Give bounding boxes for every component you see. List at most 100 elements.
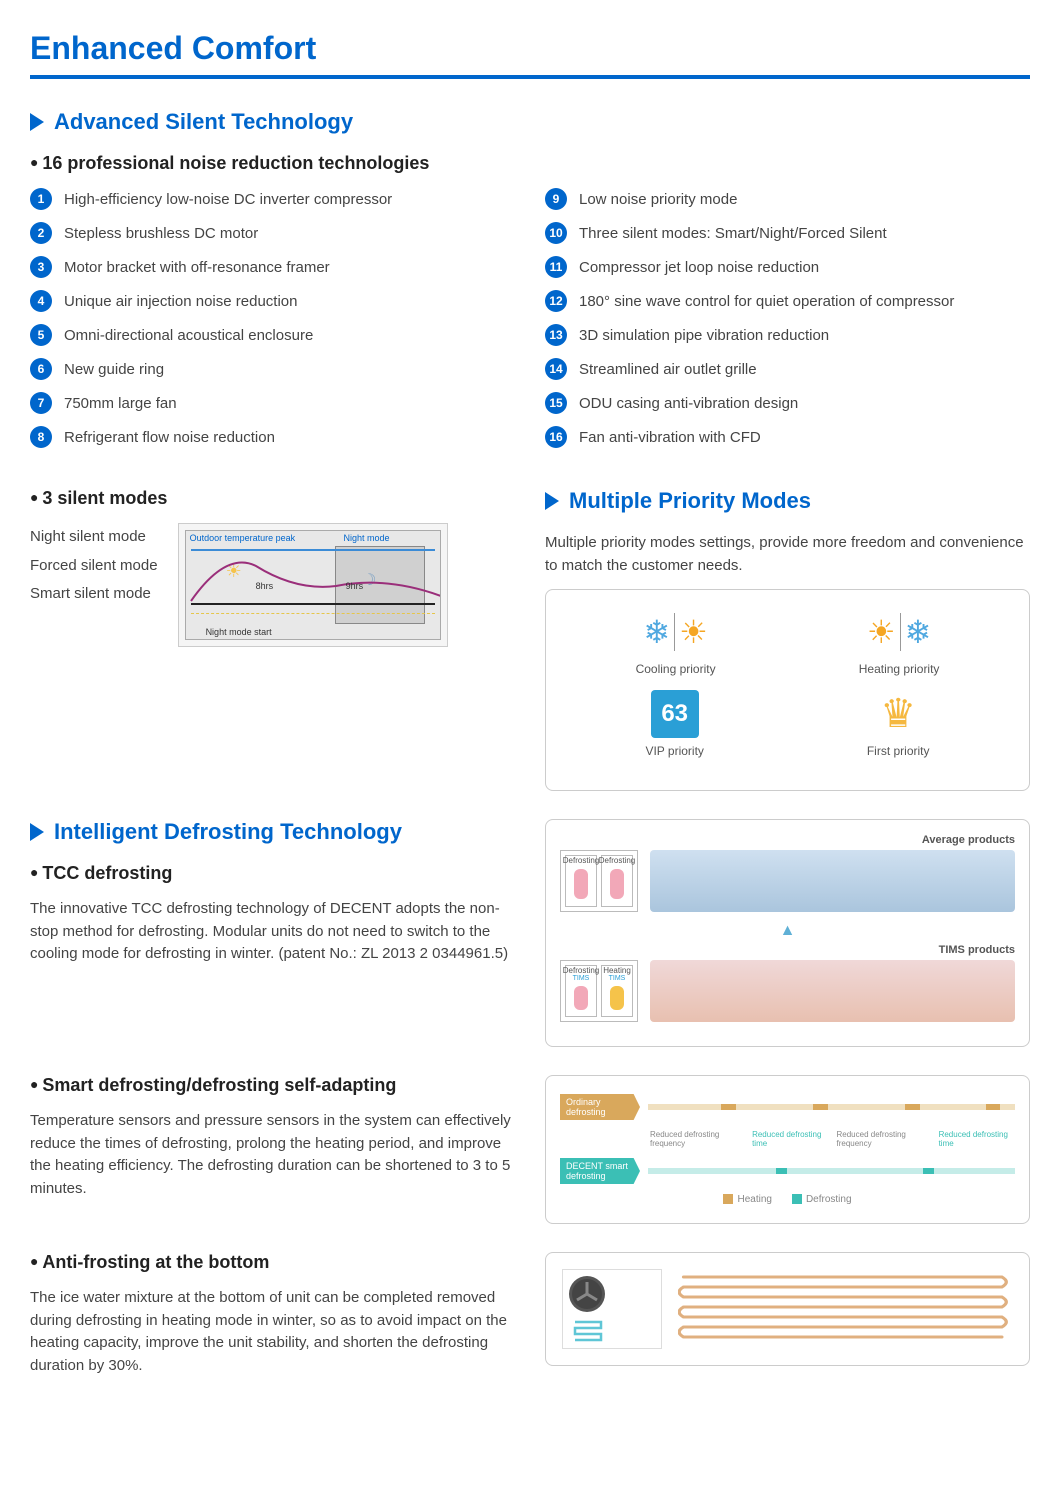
diagram-label-avg: Average products	[560, 834, 1015, 846]
tech-item: 7750mm large fan	[30, 392, 515, 414]
num-badge: 8	[30, 426, 52, 448]
smart-block: Smart defrosting/defrosting self-adaptin…	[30, 1075, 515, 1224]
tech-item: 6New guide ring	[30, 358, 515, 380]
tech-item: 133D simulation pipe vibration reduction	[545, 324, 1030, 346]
num-badge: 12	[545, 290, 567, 312]
unit-label: Defrosting	[563, 856, 599, 865]
tech-label: ODU casing anti-vibration design	[579, 395, 798, 412]
tech-label: Motor bracket with off-resonance framer	[64, 259, 330, 276]
unit-sublabel: TIMS	[573, 975, 590, 982]
triangle-icon	[30, 113, 44, 131]
diagram-label-tims: TIMS products	[560, 944, 1015, 956]
tech-item: 16Fan anti-vibration with CFD	[545, 426, 1030, 448]
priority-box: ❄☀ Cooling priority ☀❄ Heating priority …	[545, 589, 1030, 791]
silent-modes-block: 3 silent modes Night silent mode Forced …	[30, 488, 515, 791]
tech-list-left: 1High-efficiency low-noise DC inverter c…	[30, 188, 515, 460]
snowflake-icon: ❄	[643, 613, 670, 651]
unit-label: Defrosting	[563, 966, 599, 975]
section-defrost-title: Intelligent Defrosting Technology	[54, 819, 402, 845]
num-badge: 5	[30, 324, 52, 346]
tech-item: 12 180° sine wave control for quiet opera…	[545, 290, 1030, 312]
num-badge: 15	[545, 392, 567, 414]
unit-sublabel: TIMS	[609, 975, 626, 982]
legend-defrosting: Defrosting	[806, 1194, 852, 1205]
timeline-sublabel: Reduced defrosting frequency	[837, 1130, 931, 1148]
tech-item: 15 ODU casing anti-vibration design	[545, 392, 1030, 414]
anti-block: Anti-frosting at the bottom The ice wate…	[30, 1252, 515, 1377]
tech-label: Unique air injection noise reduction	[64, 293, 297, 310]
heat-coil	[678, 1269, 1013, 1349]
tech-label: 3D simulation pipe vibration reduction	[579, 327, 829, 344]
section-priority-title: Multiple Priority Modes	[569, 488, 811, 514]
tims-units: DefrostingTIMS HeatingTIMS	[560, 960, 638, 1022]
tech-label: 180° sine wave control for quiet operati…	[579, 293, 954, 310]
num-badge: 4	[30, 290, 52, 312]
chart-temp-curve	[186, 531, 440, 639]
smart-header: Smart defrosting/defrosting self-adaptin…	[30, 1075, 515, 1096]
timeline-smart-bar	[648, 1168, 1015, 1174]
crown-icon: ♛	[880, 691, 916, 737]
tech-label: Low noise priority mode	[579, 191, 737, 208]
tech-columns: 1High-efficiency low-noise DC inverter c…	[30, 188, 1030, 460]
num-badge: 3	[30, 256, 52, 278]
priority-label: VIP priority	[645, 744, 703, 758]
priority-desc: Multiple priority modes settings, provid…	[545, 532, 1030, 577]
tech-label: Fan anti-vibration with CFD	[579, 429, 761, 446]
unit-label: Heating	[603, 966, 631, 975]
priority-first: ♛ First priority	[867, 690, 930, 758]
triangle-icon	[30, 823, 44, 841]
num-badge: 9	[545, 188, 567, 210]
silent-chart: Outdoor temperature peak Night mode ☽ ☀ …	[178, 523, 448, 647]
timeline-ordinary-bar	[648, 1104, 1015, 1110]
silent-mode-item: Forced silent mode	[30, 552, 158, 581]
tech-list-right: 9Low noise priority mode 10Three silent …	[545, 188, 1030, 460]
tims-photo	[650, 960, 1015, 1022]
timeline-smart-label: DECENT smart defrosting	[560, 1158, 640, 1184]
tech-label: Three silent modes: Smart/Night/Forced S…	[579, 225, 887, 242]
timeline-ordinary-label: Ordinary defrosting	[560, 1094, 640, 1120]
priority-cooling: ❄☀ Cooling priority	[636, 608, 716, 676]
smart-diagram: Ordinary defrosting Reduced defrosting f…	[545, 1075, 1030, 1224]
timeline-sublabel: Reduced defrosting frequency	[650, 1130, 744, 1148]
tech-item: 2Stepless brushless DC motor	[30, 222, 515, 244]
tech-item: 11Compressor jet loop noise reduction	[545, 256, 1030, 278]
chart-label-9hrs: 9hrs	[346, 581, 364, 591]
tech-item: 9 Low noise priority mode	[545, 188, 1030, 210]
priority-label: First priority	[867, 744, 930, 758]
tech-item: 8 Refrigerant flow noise reduction	[30, 426, 515, 448]
tech-label: Streamlined air outlet grille	[579, 361, 757, 378]
chart-label-night-start: Night mode start	[206, 627, 272, 637]
tech-item: 4 Unique air injection noise reduction	[30, 290, 515, 312]
priority-label: Cooling priority	[636, 662, 716, 676]
unit-label: Defrosting	[599, 856, 635, 865]
silent-mode-item: Night silent mode	[30, 523, 158, 552]
silent-modes-list: Night silent mode Forced silent mode Sma…	[30, 523, 158, 647]
timeline-sublabel: Reduced defrosting time	[939, 1130, 1015, 1148]
tcc-block: Intelligent Defrosting Technology TCC de…	[30, 819, 515, 1047]
num-badge: 6	[30, 358, 52, 380]
silent-mode-item: Smart silent mode	[30, 580, 158, 609]
avg-photo	[650, 850, 1015, 912]
page-title: Enhanced Comfort	[30, 30, 1030, 67]
priority-heating: ☀❄ Heating priority	[859, 608, 940, 676]
anti-header: Anti-frosting at the bottom	[30, 1252, 515, 1273]
vip-icon: 63	[651, 690, 699, 738]
chart-axis	[191, 603, 435, 605]
avg-units: Defrosting Defrosting	[560, 850, 638, 912]
priority-vip: 63 VIP priority	[645, 690, 703, 758]
triangle-icon	[545, 492, 559, 510]
tech-label: Refrigerant flow noise reduction	[64, 429, 275, 446]
legend-heating: Heating	[737, 1194, 771, 1205]
priority-block: Multiple Priority Modes Multiple priorit…	[545, 488, 1030, 791]
section-silent-title: Advanced Silent Technology	[54, 109, 353, 135]
tech-subheader: 16 professional noise reduction technolo…	[30, 153, 1030, 174]
fan-icon	[569, 1276, 605, 1312]
chart-label-8hrs: 8hrs	[256, 581, 274, 591]
tech-item: 5Omni-directional acoustical enclosure	[30, 324, 515, 346]
tcc-header: TCC defrosting	[30, 863, 515, 884]
inner-coil	[573, 1320, 605, 1342]
chart-line-yellow	[191, 613, 435, 615]
num-badge: 11	[545, 256, 567, 278]
tech-item: 1High-efficiency low-noise DC inverter c…	[30, 188, 515, 210]
sun-icon: ☀	[867, 613, 896, 651]
